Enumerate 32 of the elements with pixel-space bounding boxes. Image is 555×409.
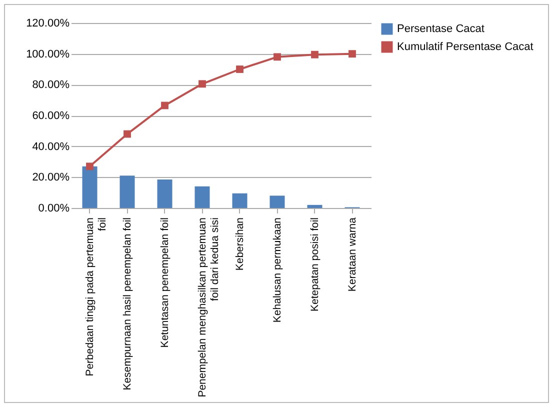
point [198, 80, 206, 88]
point [236, 66, 244, 73]
bar [120, 176, 135, 208]
legend-label: Kumulatif Persentase Cacat [397, 41, 534, 53]
x-tick-label: Ketuntasan penempelan foil [158, 218, 171, 348]
bar [307, 204, 322, 208]
x-tick-label: Perbedaan tinggi pada pertemuan foil [84, 217, 108, 376]
x-tick-label: Kerataan warna [346, 217, 358, 292]
y-tick-label: 80.00% [32, 79, 70, 92]
x-tick-label: Kebersihan [234, 217, 246, 271]
x-tick-label: Ketepatan posisi foil [308, 218, 321, 312]
y-tick-label: 60.00% [32, 110, 70, 122]
x-tick-label: Penempelan menghasilkan pertemuan foil dari kedua sisi [196, 217, 221, 398]
bar [232, 193, 248, 208]
y-tick-label: 120.00% [26, 18, 70, 30]
point [311, 50, 318, 58]
y-tick-label: 40.00% [32, 140, 70, 153]
y-tick-label: 20.00% [32, 172, 70, 184]
point [161, 102, 168, 110]
bar [270, 196, 285, 208]
point [86, 162, 94, 170]
y-tick-label: 100.00% [26, 48, 70, 60]
x-tick-label: Kehalusan permukaan [271, 217, 284, 323]
bar [82, 166, 98, 208]
bar [194, 186, 210, 208]
point [348, 50, 356, 58]
point [124, 130, 131, 138]
y-tick-label: 0.00% [38, 202, 70, 214]
legend-label: Persentase Cacat [397, 23, 484, 35]
x-tick-label: Kesempurnaan hasil penempelan foil [121, 218, 134, 390]
bar [157, 179, 172, 208]
point [274, 53, 281, 61]
